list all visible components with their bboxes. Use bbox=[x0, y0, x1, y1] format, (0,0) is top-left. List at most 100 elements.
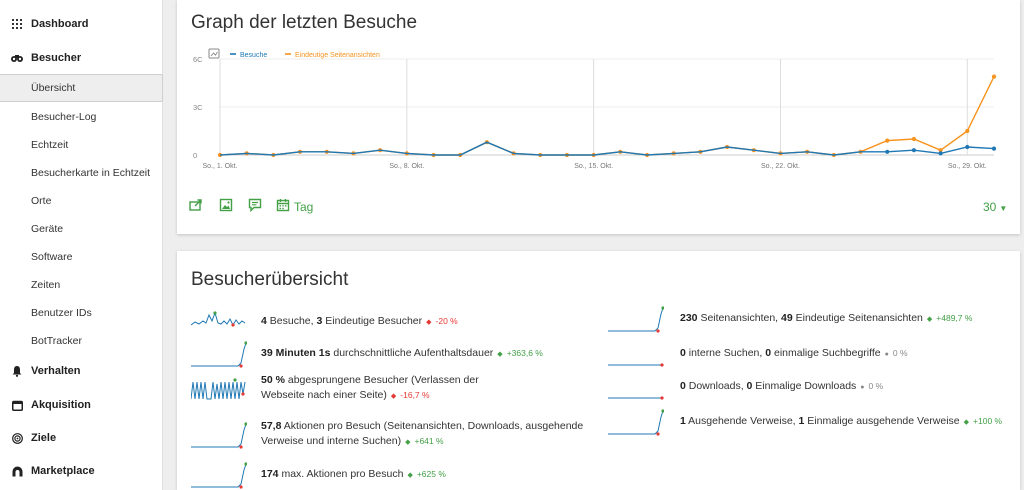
target-icon bbox=[11, 432, 23, 444]
x-tick-label: So., 1. Okt. bbox=[202, 163, 237, 170]
overview-row[interactable]: 0 Downloads, 0 Einmalige Downloads ● 0 % bbox=[608, 372, 1024, 402]
overview-row[interactable]: 1 Ausgehende Verweise, 1 Einmalige ausge… bbox=[608, 407, 1024, 437]
data-point bbox=[965, 128, 970, 134]
sparkline[interactable] bbox=[191, 420, 248, 450]
overview-row[interactable]: 57,8 Aktionen pro Besuch (Seitenansichte… bbox=[191, 419, 591, 450]
sidebar-subitem-orte[interactable]: Orte bbox=[0, 187, 163, 215]
data-point bbox=[991, 74, 997, 79]
graph-card: Graph der letzten Besuche 6C 3C 0 So., 1. O… bbox=[177, 0, 1020, 234]
metric-label: abgesprungene Besucher (Verlassen der We… bbox=[261, 374, 479, 401]
bell-icon bbox=[11, 365, 23, 377]
sparkline[interactable] bbox=[191, 339, 248, 369]
export-icon[interactable] bbox=[189, 198, 203, 212]
sidebar-subitem-geraete[interactable]: Geräte bbox=[0, 215, 163, 243]
overview-row[interactable]: 174 max. Aktionen pro Besuch ◆ +625 % bbox=[191, 460, 571, 490]
sidebar-item-ziele[interactable]: Ziele bbox=[0, 423, 163, 453]
limit-value: 30 bbox=[983, 200, 997, 214]
legend-label: Besuche bbox=[240, 52, 267, 59]
sidebar-item-label: Besucher bbox=[31, 52, 82, 64]
sidebar: Dashboard Besucher Übersicht Besucher-Lo… bbox=[0, 0, 163, 490]
sidebar-subitem-bottracker[interactable]: BotTracker bbox=[0, 327, 163, 355]
metric-value: 174 bbox=[261, 468, 279, 480]
sparkline[interactable] bbox=[608, 407, 670, 437]
limit-selector[interactable]: 30 ▼ bbox=[983, 200, 1007, 214]
overview-row-text: 1 Ausgehende Verweise, 1 Einmalige ausge… bbox=[680, 414, 1024, 430]
sidebar-item-verhalten[interactable]: Verhalten bbox=[0, 356, 163, 386]
metric-value: 3 bbox=[316, 315, 323, 327]
overview-row[interactable]: 50 % abgesprungene Besucher (Verlassen d… bbox=[190, 373, 521, 404]
sparkline[interactable] bbox=[190, 307, 247, 337]
metric-label: max. Aktionen pro Besuch bbox=[278, 468, 404, 480]
change-percentage: +625 % bbox=[416, 469, 446, 479]
sparkline[interactable] bbox=[190, 374, 247, 404]
metric-label: einmalige Suchbegriffe bbox=[771, 347, 881, 359]
overview-row[interactable]: 39 Minuten 1s durchschnittliche Aufentha… bbox=[191, 339, 571, 369]
sidebar-item-akquisition[interactable]: Akquisition bbox=[0, 390, 163, 420]
sidebar-subitem-label: Orte bbox=[31, 195, 52, 207]
binoculars-icon bbox=[11, 52, 23, 64]
sidebar-subitem-software[interactable]: Software bbox=[0, 243, 163, 271]
calendar-icon[interactable] bbox=[276, 198, 290, 212]
metric-label: Einmalige ausgehende Verweise bbox=[804, 415, 960, 427]
x-tick-label: So., 29. Okt. bbox=[948, 163, 987, 170]
x-tick-label: So., 15. Okt. bbox=[574, 163, 613, 170]
metric-label: Besuche, bbox=[266, 315, 317, 327]
overview-row-text: 4 Besuche, 3 Eindeutige Besucher ◆ -20 % bbox=[261, 314, 571, 330]
period-selector[interactable]: Tag bbox=[294, 200, 314, 214]
overview-row[interactable]: 0 interne Suchen, 0 einmalige Suchbegrif… bbox=[608, 339, 1024, 369]
sidebar-item-label: Akquisition bbox=[31, 399, 91, 411]
sidebar-subitem-label: Geräte bbox=[31, 223, 64, 235]
trend-neutral-icon: ● bbox=[860, 384, 865, 391]
metric-value: 0 bbox=[680, 347, 686, 359]
sidebar-subitem-besucherkarte[interactable]: Besucherkarte in Echtzeit bbox=[0, 159, 163, 187]
marketplace-icon bbox=[11, 465, 23, 477]
sidebar-subitem-besucher-log[interactable]: Besucher-Log bbox=[0, 103, 163, 131]
trend-up-icon: ◆ bbox=[963, 419, 970, 426]
metric-value: 0 bbox=[680, 380, 686, 392]
metric-value: 49 bbox=[781, 312, 793, 324]
metric-value: 50 % bbox=[261, 374, 285, 386]
overview-row[interactable]: 230 Seitenansichten, 49 Eindeutige Seite… bbox=[608, 304, 1024, 334]
annotation-icon[interactable] bbox=[248, 198, 262, 212]
metric-label: interne Suchen, bbox=[685, 347, 766, 359]
data-point bbox=[885, 138, 890, 143]
y-tick-label: 6C bbox=[193, 55, 203, 64]
change-percentage: +100 % bbox=[973, 416, 1003, 426]
sparkline[interactable] bbox=[191, 460, 248, 490]
sidebar-subitem-benutzer-ids[interactable]: Benutzer IDs bbox=[0, 299, 163, 327]
sidebar-subitem-label: BotTracker bbox=[31, 335, 82, 347]
metric-value: 1 bbox=[680, 415, 686, 427]
metric-label: Einmalige Downloads bbox=[752, 380, 857, 392]
sidebar-subitem-uebersicht[interactable]: Übersicht bbox=[0, 74, 163, 102]
sidebar-item-label: Verhalten bbox=[31, 365, 81, 377]
sidebar-item-dashboard[interactable]: Dashboard bbox=[0, 9, 163, 39]
change-percentage: +489,7 % bbox=[936, 313, 973, 323]
x-tick-label: So., 8. Okt. bbox=[389, 163, 424, 170]
overview-row[interactable]: 4 Besuche, 3 Eindeutige Besucher ◆ -20 % bbox=[190, 307, 571, 337]
metric-value: 4 bbox=[261, 315, 267, 327]
sparkline[interactable] bbox=[608, 304, 670, 334]
metric-value: 0 bbox=[746, 380, 753, 392]
caret-down-icon: ▼ bbox=[999, 204, 1008, 213]
metric-label: Aktionen pro Besuch (Seitenansichten, Do… bbox=[261, 420, 584, 447]
sparkline[interactable] bbox=[608, 372, 670, 402]
metric-value: 230 bbox=[680, 312, 698, 324]
calendar-icon bbox=[11, 399, 23, 411]
sidebar-item-marketplace[interactable]: Marketplace bbox=[0, 456, 163, 486]
series-line bbox=[219, 76, 995, 156]
overview-row-text: 174 max. Aktionen pro Besuch ◆ +625 % bbox=[261, 467, 571, 483]
evolution-chart[interactable]: 6C 3C 0 So., 1. Okt. So., 8. Okt. So., 15. Ok… bbox=[177, 0, 1020, 234]
metric-value: 1 bbox=[798, 415, 805, 427]
legend-chart-icon bbox=[208, 48, 220, 59]
overview-row-text: 0 interne Suchen, 0 einmalige Suchbegrif… bbox=[680, 346, 1024, 362]
sidebar-subitem-echtzeit[interactable]: Echtzeit bbox=[0, 131, 163, 159]
image-icon[interactable] bbox=[219, 198, 233, 212]
data-point bbox=[911, 148, 917, 153]
legend-label: Eindeutige Seitenansichten bbox=[295, 52, 380, 59]
sidebar-item-besucher[interactable]: Besucher bbox=[0, 43, 163, 73]
sparkline[interactable] bbox=[608, 339, 670, 369]
metric-label: Eindeutige Seitenansichten bbox=[792, 312, 923, 324]
data-point bbox=[965, 144, 970, 150]
data-point bbox=[911, 136, 917, 142]
sidebar-subitem-zeiten[interactable]: Zeiten bbox=[0, 271, 163, 299]
